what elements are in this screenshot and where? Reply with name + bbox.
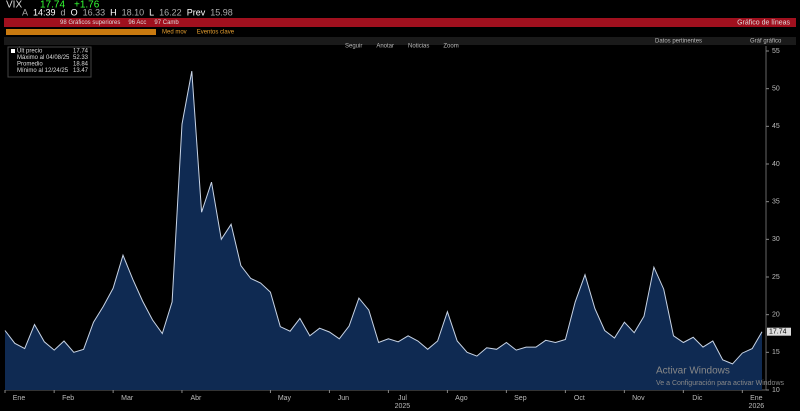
quote-item: 16.33 — [83, 7, 106, 17]
y-tick-label: 10 — [772, 387, 780, 394]
toolbar-right[interactable]: Gráf gráfico — [750, 39, 782, 45]
legend-value: 17.74 — [73, 49, 89, 55]
legend-label: Últ precio — [17, 48, 43, 55]
quote-item: L — [149, 7, 154, 17]
toolbar-right[interactable]: Datos pertinentes — [655, 39, 702, 45]
legend-box — [7, 46, 92, 78]
line — [4, 71, 763, 365]
watermark-text: Ve a Configuración para activar Windows — [656, 380, 785, 387]
x-tick-label: Jul — [398, 395, 407, 402]
x-tick-label: Oct — [574, 395, 585, 402]
legend-label: Promedio — [17, 62, 43, 68]
x-tick-label: Ene — [13, 395, 26, 402]
ticker: VIX — [6, 0, 22, 11]
x-tick-label: Ene — [750, 395, 763, 402]
last-tag-label: 17.74 — [769, 329, 787, 336]
toolbar-item[interactable]: Seguir — [345, 44, 362, 50]
option-item[interactable]: Med mov — [162, 30, 187, 36]
quote-item: 18.10 — [122, 7, 145, 17]
toolbar — [4, 37, 796, 45]
y-tick-label: 55 — [772, 48, 780, 55]
quote-item: 15.98 — [210, 7, 233, 17]
x-year-label: 2025 — [395, 403, 411, 410]
area — [5, 71, 762, 390]
y-tick-label: 15 — [772, 349, 780, 356]
x-tick-label: May — [278, 395, 292, 402]
legend-swatch — [11, 49, 15, 53]
menu-bar — [4, 18, 796, 27]
x-year-label: 2026 — [749, 403, 765, 410]
x-tick-label: Dic — [692, 395, 703, 402]
last-tag — [767, 327, 791, 336]
toolbar-item[interactable]: Anotar — [376, 44, 394, 50]
quote-item: 16.22 — [159, 7, 182, 17]
options: Med mov Eventos clave — [6, 29, 235, 36]
y-tick-label: 25 — [772, 274, 780, 281]
menu-right[interactable]: Gráfico de líneas — [737, 19, 790, 26]
watermark-title: Activar Windows — [656, 366, 730, 377]
x-tick-label: Feb — [62, 395, 74, 402]
quote-item: H — [110, 7, 117, 17]
change: +1.76 — [74, 0, 100, 11]
toolbar-items: Seguir Anotar Noticias Zoom Datos pertinente… — [345, 39, 782, 50]
option-item[interactable]: Eventos clave — [197, 30, 235, 36]
menu-item[interactable]: 97 Camb — [154, 20, 179, 26]
menu-item[interactable]: 98 Gráficos superiores — [60, 20, 120, 26]
legend-value: 13.47 — [73, 68, 89, 74]
y-tick-label: 50 — [772, 86, 780, 93]
y-tick-label: 20 — [772, 312, 780, 319]
x-tick-label: Sep — [514, 395, 527, 402]
last: 17.74 — [40, 0, 65, 11]
y-tick-label: 40 — [772, 161, 780, 168]
option-box — [6, 29, 156, 35]
quote-row: A 14:39 d O 16.33 H 18.10 L 16.22 Prev 15.98 — [22, 7, 233, 17]
quote-item: Prev — [187, 7, 206, 17]
y-tick-label: 45 — [772, 123, 780, 130]
toolbar-item[interactable]: Zoom — [443, 44, 458, 50]
x-tick-label: Mar — [121, 395, 134, 402]
y-tick-label: 35 — [772, 199, 780, 206]
y-tick-label: 30 — [772, 236, 780, 243]
x-tick-label: Nov — [632, 395, 645, 402]
x-tick-label: Abr — [191, 395, 203, 402]
legend-label: Mínimo al 12/24/25 — [17, 68, 69, 74]
x-tick-label: Jun — [338, 395, 349, 402]
menu-item[interactable]: 96 Acc — [128, 20, 146, 26]
legend-value: 18.84 — [73, 62, 89, 68]
x-tick-label: Ago — [455, 395, 468, 402]
quote-item: A — [22, 7, 28, 17]
legend-value: 52.33 — [73, 55, 89, 61]
quote-item: 14:39 — [33, 7, 56, 17]
quote-item: d — [61, 7, 66, 17]
menu: 98 Gráficos superiores 96 Acc 97 Camb — [60, 20, 179, 26]
toolbar-item[interactable]: Noticias — [408, 44, 429, 50]
quote-item: O — [71, 7, 78, 17]
legend-label: Máximo al 04/08/25 — [17, 55, 70, 61]
